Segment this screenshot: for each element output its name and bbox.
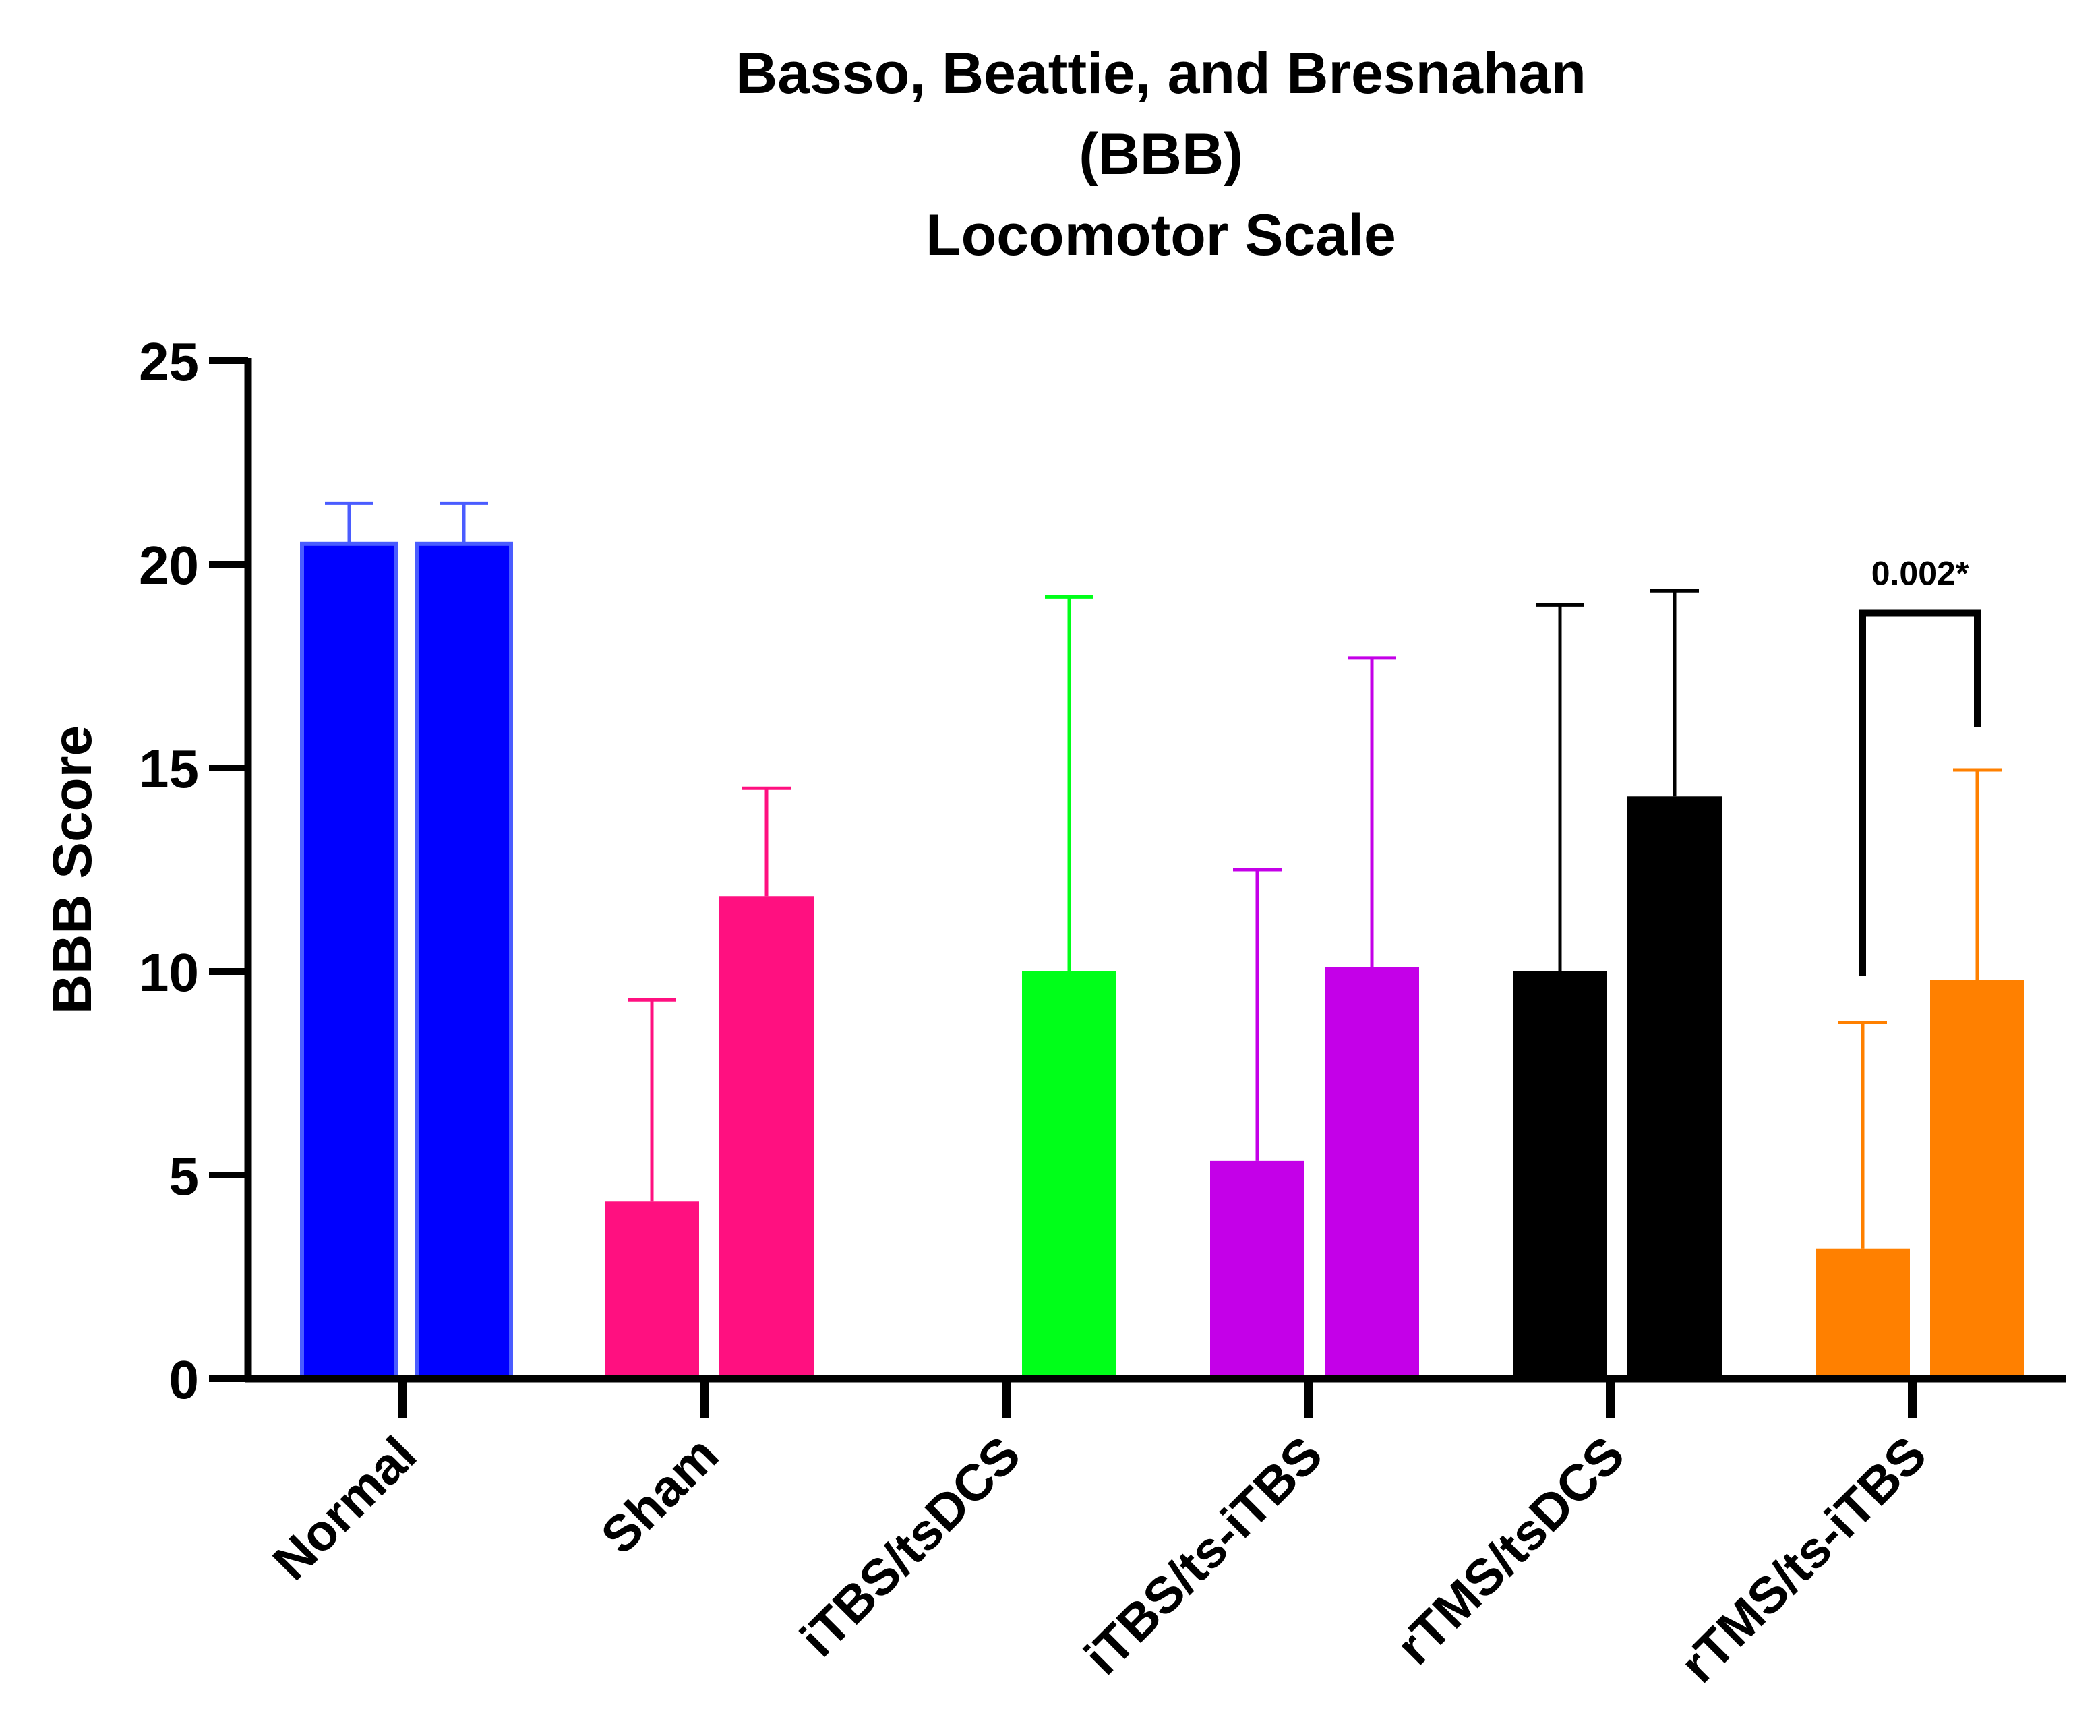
significance-bracket-1 xyxy=(1859,609,1981,976)
significance-label-1: 0.002* xyxy=(1871,554,1969,592)
bar-3-2 xyxy=(1022,971,1116,1379)
x-tick-label-2: Sham xyxy=(591,1426,729,1565)
y-tick-label-15: 15 xyxy=(139,739,199,799)
x-tick-label-3: iTBS/tsDCS xyxy=(789,1426,1031,1668)
y-tick-label-10: 10 xyxy=(139,942,199,1002)
y-tick-label-25: 25 xyxy=(139,332,199,392)
y-axis-label: BBB Score xyxy=(42,725,103,1014)
y-tick-label-0: 0 xyxy=(169,1350,200,1410)
bars xyxy=(300,501,2024,1381)
x-tick-label-4: iTBS/ts-iTBS xyxy=(1073,1426,1333,1686)
bar-6-2 xyxy=(1930,980,2024,1379)
bar-4-2 xyxy=(1325,967,1419,1379)
title-line-3: Locomotor Scale xyxy=(926,203,1396,268)
bar-5-2 xyxy=(1627,796,1722,1379)
title-line-2: (BBB) xyxy=(1079,122,1243,187)
annotations: 0.002* xyxy=(1859,554,1981,976)
bar-5-1 xyxy=(1513,971,1607,1379)
title-line-1: Basso, Beattie, and Bresnahan xyxy=(736,41,1586,106)
bar-6-1 xyxy=(1816,1248,1910,1379)
x-tick-label-5: rTMS/tsDCS xyxy=(1385,1426,1636,1676)
y-tick-label-20: 20 xyxy=(139,535,199,595)
y-tick-label-5: 5 xyxy=(169,1146,200,1206)
x-tick-label-6: rTMS/ts-iTBS xyxy=(1670,1426,1938,1694)
bar-2-1 xyxy=(605,1201,699,1379)
bar-1-2 xyxy=(415,541,513,1381)
chart-title: Basso, Beattie, and Bresnahan (BBB) Locomo… xyxy=(736,41,1586,268)
bar-2-2 xyxy=(719,896,814,1379)
bar-1-1 xyxy=(300,541,398,1381)
x-tick-label-1: Normal xyxy=(262,1426,427,1591)
bar-4-1 xyxy=(1210,1160,1304,1379)
